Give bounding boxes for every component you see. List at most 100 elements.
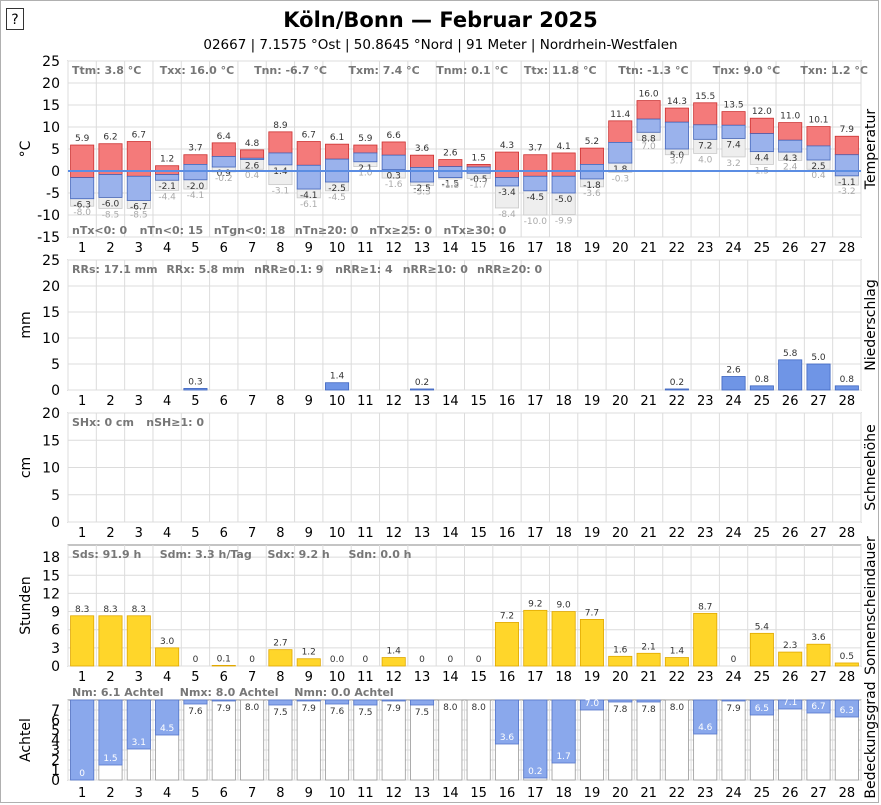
snow-day-label: 18 <box>555 526 572 541</box>
precipitation-ytick-label: 20 <box>42 279 60 295</box>
cloud-ytick-label: 4 <box>51 733 60 749</box>
sunshine-day-label: 22 <box>669 670 686 685</box>
cloud-bar <box>693 699 718 735</box>
cloud-ytick-label: 7 <box>51 703 60 719</box>
tmin-label: 4.4 <box>755 154 770 164</box>
snow-day-label: 28 <box>839 526 856 541</box>
tmax-label: 14.3 <box>667 97 687 107</box>
sunshine-bar <box>664 657 689 667</box>
tground-label: -8.5 <box>102 210 120 220</box>
temperature-ytick-label: 15 <box>42 98 60 114</box>
tmin-bar <box>381 154 406 171</box>
tmin-label: -2.0 <box>187 182 205 192</box>
sunshine-day-label: 28 <box>839 670 856 685</box>
cloud-bar <box>296 699 321 702</box>
cloud-bar <box>410 699 435 706</box>
tmax-label: 1.2 <box>160 155 174 165</box>
cloud-bar <box>806 699 831 714</box>
temperature-stat: Txx: 16.0 °C <box>160 64 234 77</box>
tmax-bar <box>523 154 548 177</box>
temperature-day-label: 2 <box>106 241 114 256</box>
sunshine-day-label: 24 <box>725 670 742 685</box>
precipitation-day-label: 23 <box>697 394 714 409</box>
precipitation-day-label: 28 <box>839 394 856 409</box>
snow-day-label: 26 <box>782 526 799 541</box>
tmax-bar <box>410 154 435 168</box>
sunshine-day-label: 9 <box>305 670 313 685</box>
temperature-stat-bottom: nTx≥30: 0 <box>444 224 507 237</box>
sunshine-day-label: 25 <box>754 670 771 685</box>
tmax-label: 16.0 <box>639 90 659 100</box>
cloud-day-label: 10 <box>329 786 346 801</box>
tmin-label: -1.5 <box>442 180 460 190</box>
tground-label: -8.5 <box>130 210 148 220</box>
snow-day-label: 25 <box>754 526 771 541</box>
tmin-bar <box>834 154 859 177</box>
tmax-label: 6.7 <box>302 131 316 141</box>
tmax-label: 11.4 <box>610 110 630 120</box>
tmax-label: 4.3 <box>500 141 514 151</box>
tground-label: 0.4 <box>245 171 260 181</box>
precipitation-ytick-label: 0 <box>51 383 60 399</box>
cloud-box <box>240 699 265 781</box>
cloud-label: 8.0 <box>471 703 486 713</box>
cloud-day-label: 27 <box>810 786 827 801</box>
sunshine-bar <box>693 612 718 667</box>
cloud-bar <box>834 699 859 718</box>
temperature-day-label: 6 <box>220 241 228 256</box>
cloud-ytick-label: 1 <box>51 763 60 779</box>
sunshine-day-label: 15 <box>470 670 487 685</box>
precipitation-stat: nRR≥10: 0 <box>403 263 469 276</box>
sunshine-label: 2.1 <box>641 642 655 652</box>
sunshine-label: 9.0 <box>556 601 571 611</box>
cloud-label: 7.5 <box>273 708 287 718</box>
sunshine-day-label: 3 <box>135 670 143 685</box>
tmin-bar <box>749 133 774 153</box>
help-button[interactable]: ? <box>6 8 24 30</box>
cloud-label: 7.9 <box>302 704 317 714</box>
sunshine-label: 1.6 <box>613 645 628 655</box>
precipitation-stat: nRR≥20: 0 <box>477 263 543 276</box>
precip-bar <box>778 359 803 391</box>
temperature-day-label: 27 <box>810 241 827 256</box>
cloud-day-label: 21 <box>640 786 657 801</box>
tmin-bar <box>98 174 123 198</box>
tground-label: 1.0 <box>358 169 373 179</box>
sunshine-label: 0.5 <box>840 652 854 662</box>
tmin-label: -5.0 <box>555 195 573 205</box>
cloud-right-label: Bedeckungsgrad <box>863 681 879 798</box>
sunshine-ytick-label: 9 <box>51 605 60 621</box>
cloud-bar <box>494 699 519 745</box>
precipitation-stat: RRx: 5.8 mm <box>166 263 245 276</box>
cloud-bar <box>268 699 293 706</box>
sunshine-label: 0.0 <box>330 655 345 665</box>
cloud-day-label: 26 <box>782 786 799 801</box>
sunshine-ytick-label: 18 <box>42 550 60 566</box>
tmax-label: 6.1 <box>330 133 344 143</box>
precip-label: 0.8 <box>840 375 855 385</box>
tground-label: -0.3 <box>611 174 629 184</box>
temperature-stat-bottom: nTx≥25: 0 <box>369 224 432 237</box>
tmax-bar <box>494 151 519 179</box>
tground-label: -8.4 <box>498 210 516 220</box>
tground-label: 4.0 <box>698 155 713 165</box>
cloud-bar <box>126 699 151 750</box>
cloud-label: 0 <box>79 769 85 779</box>
snow-ytick-label: 5 <box>51 488 60 504</box>
sunshine-label: 3.6 <box>811 633 826 643</box>
tground-label: -3.6 <box>583 189 601 199</box>
tmax-bar <box>296 141 321 166</box>
snow-day-label: 17 <box>527 526 544 541</box>
sunshine-day-label: 7 <box>248 670 256 685</box>
sunshine-label: 2.3 <box>783 641 797 651</box>
tground-label: -4.5 <box>328 193 346 203</box>
cloud-day-label: 19 <box>584 786 601 801</box>
precipitation-right-label: Niederschlag <box>863 279 879 370</box>
sunshine-ylabel: Stunden <box>18 576 34 635</box>
cloud-label: 7.6 <box>188 707 203 717</box>
sunshine-bar <box>381 657 406 667</box>
precipitation-day-label: 8 <box>276 394 284 409</box>
temperature-day-label: 8 <box>276 241 284 256</box>
temperature-day-label: 25 <box>754 241 771 256</box>
